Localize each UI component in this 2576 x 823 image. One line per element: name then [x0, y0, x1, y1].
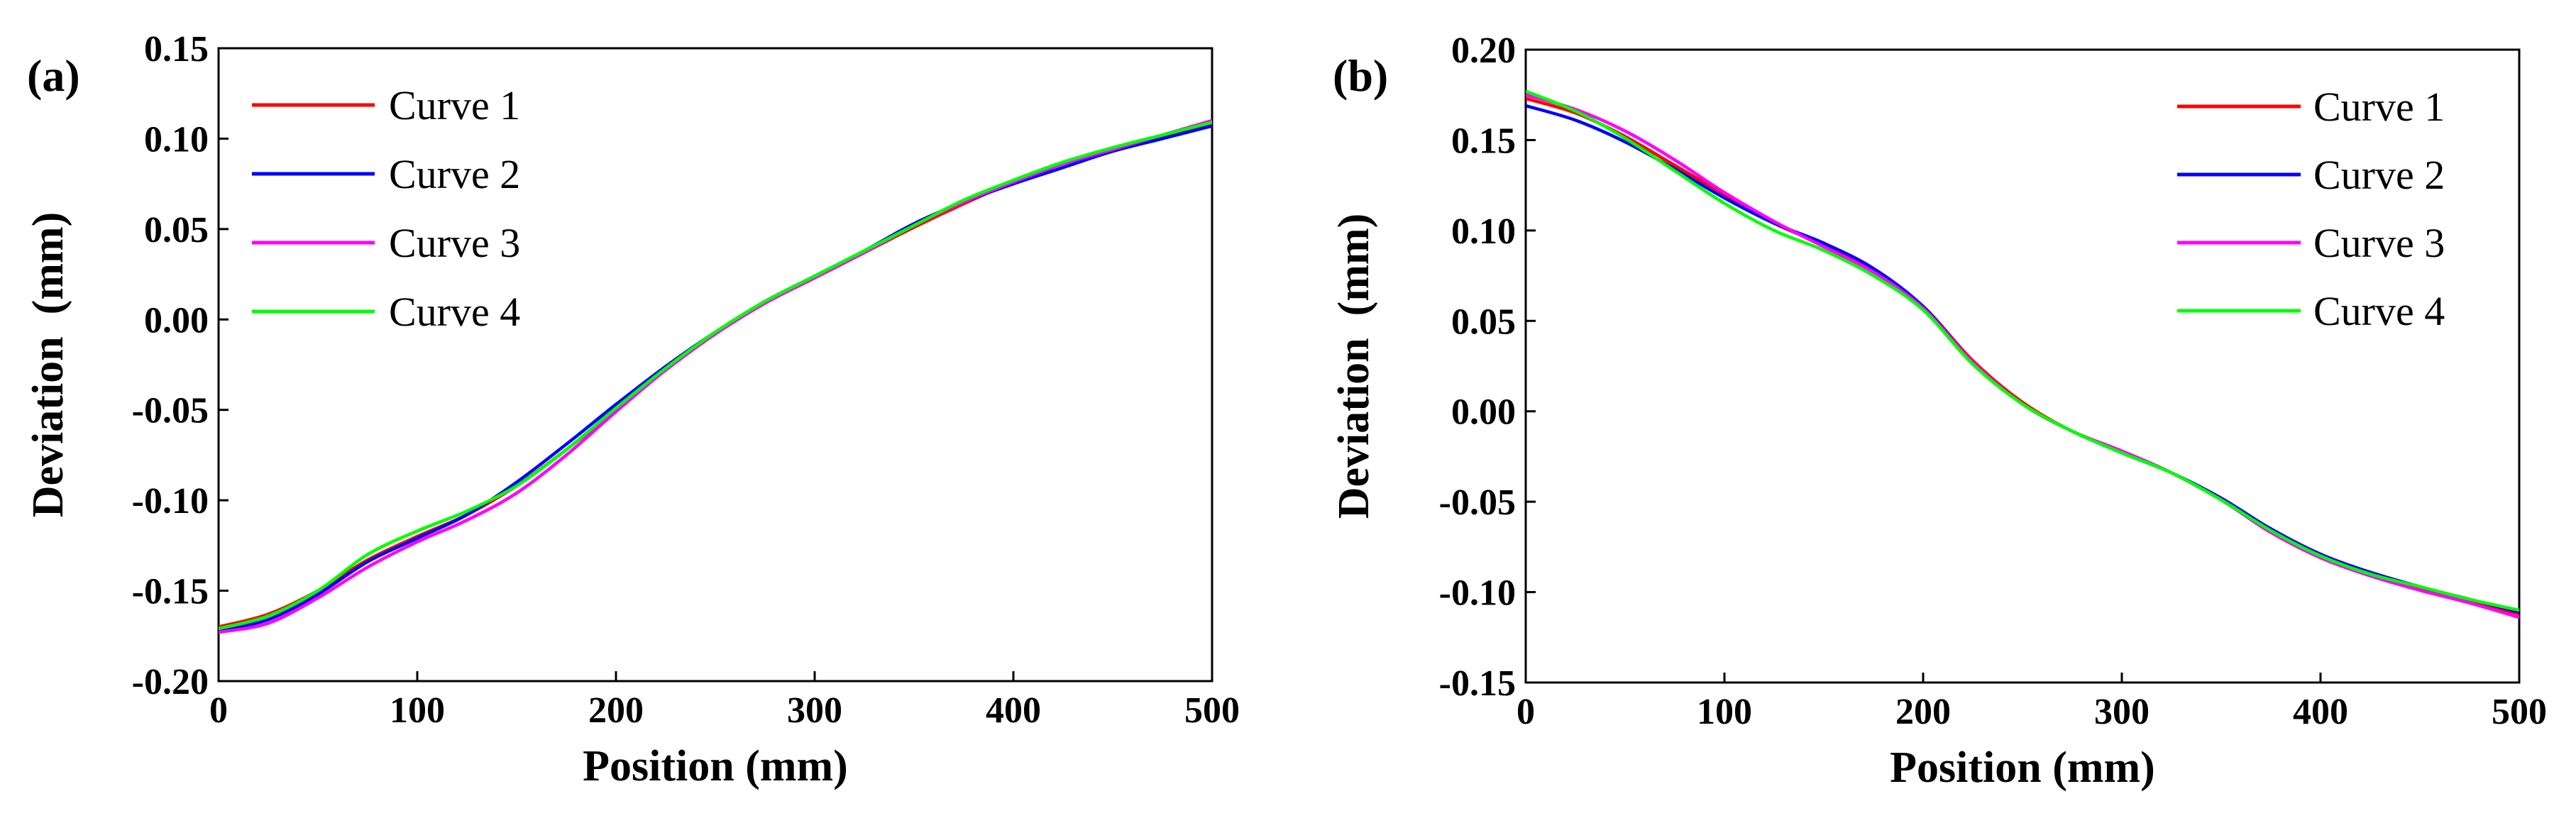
x-tick-label: 500: [2492, 692, 2547, 732]
y-tick-label: -0.20: [132, 662, 209, 702]
x-axis-title: Position (mm): [1890, 744, 2155, 792]
x-tick-label: 0: [209, 690, 228, 731]
legend-label-3: Curve 3: [2313, 220, 2445, 266]
y-tick-label: -0.10: [132, 481, 209, 521]
y-tick-label: 0.05: [144, 210, 209, 250]
panel-label: (a): [27, 50, 80, 101]
x-tick-label: 200: [588, 690, 644, 731]
series-line-4: [1526, 89, 2519, 612]
x-tick-label: 500: [1184, 690, 1240, 731]
x-tick-label: 400: [2293, 692, 2348, 732]
x-tick-label: 300: [787, 690, 842, 731]
y-tick-label: 0.20: [1451, 31, 1516, 71]
chart-panel-a: 0 100 200 300 400 500 -0.20 -0.15 -0.10 -0.05 0.00…: [24, 29, 1240, 790]
plot-frame: [217, 47, 1213, 683]
y-axis-title: Deviation (mm): [24, 212, 72, 517]
panel-label: (b): [1333, 50, 1388, 101]
y-tick-label: 0.00: [1451, 392, 1516, 433]
legend-label-3: Curve 3: [389, 220, 520, 266]
chart-panel-b: 0 100 200 300 400 500 -0.15 -0.10 -0.05 0.00 0.05 0…: [1330, 31, 2547, 792]
y-axis-title: Deviation (mm): [1330, 214, 1378, 519]
y-tick-label: -0.05: [1439, 482, 1516, 523]
y-tick-label: 0.00: [144, 300, 209, 341]
x-tick-label: 100: [390, 690, 445, 731]
y-tick-label: 0.10: [1451, 211, 1516, 252]
x-tick-label: 300: [2094, 692, 2150, 732]
y-tick-label: 0.05: [1451, 302, 1516, 342]
plot-frame: [1524, 48, 2521, 684]
legend-label-4: Curve 4: [2313, 288, 2445, 334]
legend-label-1: Curve 1: [389, 82, 520, 128]
x-tick-label: 400: [986, 690, 1041, 731]
legend-label-2: Curve 2: [2313, 152, 2445, 198]
x-axis-title: Position (mm): [583, 742, 848, 790]
y-tick-label: -0.10: [1439, 573, 1516, 614]
legend-label-4: Curve 4: [389, 289, 520, 335]
y-tick-label: -0.15: [1439, 663, 1516, 704]
y-tick-label: -0.15: [132, 572, 209, 612]
y-tick-label: 0.15: [1451, 121, 1516, 161]
series-line-4: [219, 121, 1212, 631]
y-tick-label: 0.15: [144, 29, 209, 70]
x-tick-label: 100: [1697, 692, 1752, 732]
x-tick-label: 200: [1895, 692, 1951, 732]
legend-label-1: Curve 1: [2313, 84, 2445, 130]
y-tick-label: -0.05: [132, 391, 209, 431]
series-line-1: [219, 122, 1212, 629]
x-tick-label: 0: [1517, 692, 1535, 732]
legend-label-2: Curve 2: [389, 151, 520, 197]
y-tick-label: 0.10: [144, 119, 209, 160]
